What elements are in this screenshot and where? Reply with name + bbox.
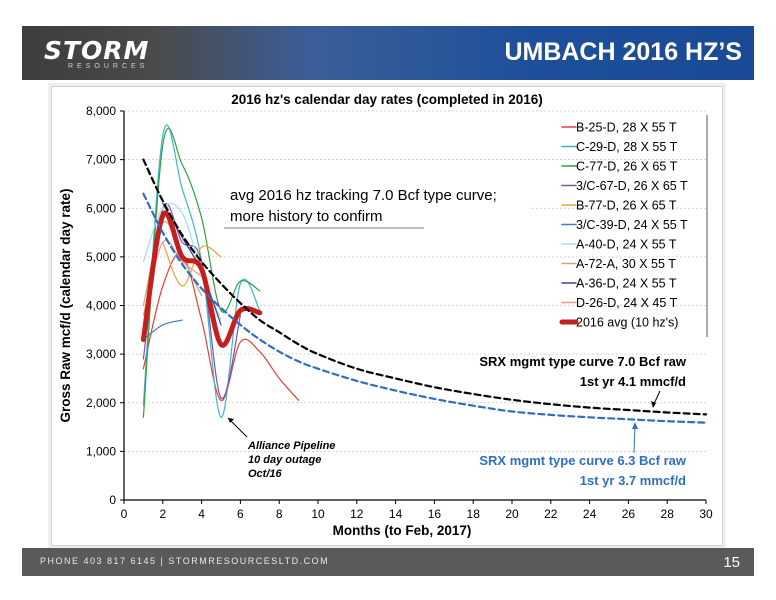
x-tick-label: 26	[622, 507, 636, 521]
legend-label: D-26-D, 24 X 45 T	[576, 296, 678, 310]
x-tick-label: 12	[350, 507, 364, 521]
y-tick-label: 1,000	[86, 444, 116, 458]
legend-label: A-40-D, 24 X 55 T	[576, 238, 677, 252]
series-line-12	[142, 192, 708, 424]
series-line-11	[142, 158, 708, 416]
x-tick-label: 2	[159, 507, 166, 521]
x-tick-label: 14	[389, 507, 403, 521]
pipeline-arrowhead	[228, 418, 234, 423]
pipeline-note-line2: 10 day outage	[248, 454, 321, 466]
page-number: 15	[723, 554, 740, 571]
x-tick-label: 18	[467, 507, 481, 521]
srx-63-arrow	[633, 424, 636, 454]
y-tick-label: 8,000	[86, 104, 116, 118]
pipeline-note-line1: Alliance Pipeline	[247, 440, 335, 452]
x-tick-label: 6	[237, 507, 244, 521]
chart-frame: 0 1,000 2,000 3,000 4,000 5,000 6,000 7,000 8,00…	[51, 86, 723, 546]
y-tick-label: 5,000	[86, 250, 116, 264]
type-curve-note-line1: avg 2016 hz tracking 7.0 Bcf type curve;	[230, 187, 497, 204]
series-line-5	[142, 319, 183, 341]
legend-label: C-77-D, 26 X 65 T	[576, 160, 678, 174]
x-tick-label: 4	[198, 507, 205, 521]
srx-7-label-line2: 1st yr 4.1 mmcf/d	[580, 374, 686, 389]
type-curve-note-line2: more history to confirm	[230, 208, 383, 225]
legend-label: 2016 avg (10 hz's)	[576, 316, 678, 330]
note-box	[223, 179, 530, 229]
legend-label: 3/C-67-D, 26 X 65 T	[576, 179, 688, 193]
srx-7-label-line1: SRX mgmt type curve 7.0 Bcf raw	[479, 354, 687, 369]
y-tick-label: 0	[109, 493, 116, 507]
legend-label: C-29-D, 28 X 55 T	[576, 140, 678, 154]
y-tick-label: 2,000	[86, 396, 116, 410]
y-tick-label: 4,000	[86, 299, 116, 313]
srx-7-arrowhead	[651, 401, 656, 408]
srx-63-label-line2: 1st yr 3.7 mmcf/d	[580, 473, 686, 488]
y-tick-label: 6,000	[86, 201, 116, 215]
pipeline-note-line3: Oct/16	[248, 468, 283, 480]
x-tick-label: 0	[121, 507, 128, 521]
srx-63-label-line1: SRX mgmt type curve 6.3 Bcf raw	[479, 453, 687, 468]
y-tick-label: 7,000	[86, 153, 116, 167]
legend-label: 3/C-39-D, 24 X 55 T	[576, 218, 688, 232]
legend-label: B-77-D, 26 X 65 T	[576, 199, 677, 213]
chart-title: 2016 hz's calendar day rates (completed …	[231, 92, 543, 107]
x-tick-label: 24	[583, 507, 597, 521]
footer-bar	[22, 548, 754, 576]
y-tick-label: 3,000	[86, 347, 116, 361]
x-axis-title: Months (to Feb, 2017)	[333, 523, 472, 538]
x-tick-label: 30	[699, 507, 713, 521]
x-tick-label: 20	[505, 507, 519, 521]
y-axis-title: Gross Raw mcf/d (calendar day rate)	[58, 188, 73, 422]
slide-title: UMBACH 2016 HZ’S	[504, 38, 742, 66]
legend-label: B-25-D, 28 X 55 T	[576, 121, 677, 135]
series-line-10	[140, 210, 263, 348]
footer-contact: PHONE 403 817 6145 | STORMRESOURCESLTD.C…	[40, 556, 330, 566]
x-tick-label: 10	[311, 507, 325, 521]
x-tick-label: 16	[428, 507, 442, 521]
x-tick-label: 8	[276, 507, 283, 521]
srx-63-arrowhead	[632, 422, 638, 429]
production-chart: 0 1,000 2,000 3,000 4,000 5,000 6,000 7,000 8,00…	[58, 92, 713, 538]
legend-label: A-72-A, 30 X 55 T	[576, 257, 676, 271]
legend-label: A-36-D, 24 X 55 T	[576, 277, 677, 291]
header-bar	[22, 26, 754, 80]
x-tick-label: 22	[544, 507, 558, 521]
company-logo-subtitle: RESOURCES	[68, 63, 149, 70]
company-logo: STORM	[44, 36, 150, 65]
x-tick-label: 28	[661, 507, 675, 521]
series-line-0	[142, 252, 300, 401]
